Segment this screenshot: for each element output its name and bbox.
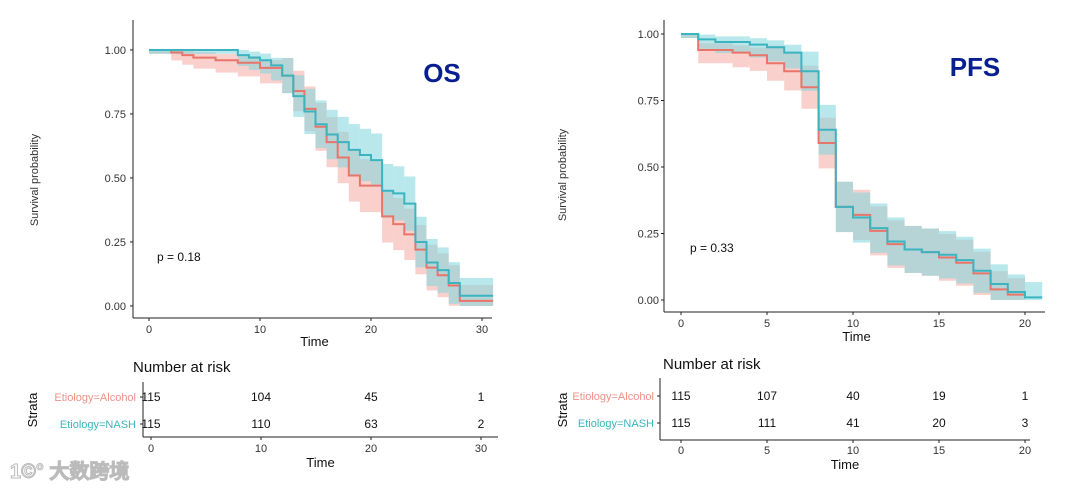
ci-band-nash [749,38,767,58]
risk-x-tick-label: 0 [678,445,684,457]
risk-x-tick-label: 20 [1019,445,1031,457]
ci-band-nash [681,34,699,38]
x-axis-label: Time [842,329,870,344]
risk-x-tick-label: 15 [933,445,945,457]
p-value-label: p = 0.33 [690,241,734,255]
pfs-plot: 0.00 0.25 0.50 0.75 1.00 0 5 10 15 20 Survival pro… [557,20,1045,344]
risk-count: 40 [846,389,860,403]
strata-label: Etiology=Alcohol [54,392,136,404]
chart-title: OS [423,58,461,88]
risk-x-tick-label: 5 [764,445,770,457]
y-tick-label: 0.00 [105,301,126,313]
ci-band-alcohol [193,52,216,69]
y-tick-label: 0.75 [638,96,659,108]
ci-band-nash [715,36,750,54]
risk-count: 41 [846,416,860,430]
risk-count: 45 [364,390,378,404]
ci-band-nash [248,51,260,70]
ci-band-nash [698,34,716,49]
ci-band-nash [990,264,1008,300]
x-tick-label: 10 [254,324,266,336]
risk-count: 2 [478,417,485,431]
risk-x-tick-label: 0 [148,443,154,455]
x-axis-label: Time [300,334,328,349]
risk-x-tick-label: 30 [475,443,487,455]
y-tick-label: 0.00 [638,295,659,307]
ci-band-nash [767,40,785,62]
os-risk-table: Number at risk Etiology=Alcohol 115 104 45 1 E… [25,359,498,470]
x-tick-label: 30 [476,324,488,336]
ci-band-nash [784,44,802,69]
y-tick-label: 0.25 [638,229,659,241]
x-tick-label: 20 [1019,318,1031,330]
y-tick-label: 0.75 [105,109,126,121]
risk-table-title: Number at risk [133,359,231,376]
risk-x-axis-label: Time [831,457,859,472]
risk-count: 115 [141,417,160,431]
strata-label: Etiology=NASH [578,418,654,430]
risk-count: 115 [671,389,690,403]
x-tick-label: 10 [847,318,859,330]
risk-count: 115 [671,416,690,430]
y-tick-label: 0.25 [105,237,126,249]
risk-count: 63 [364,417,378,431]
y-tick-label: 1.00 [105,45,126,57]
risk-count: 20 [932,416,946,430]
risk-x-axis-label: Time [306,455,334,470]
risk-count: 104 [251,390,271,404]
x-tick-label: 20 [365,324,377,336]
risk-count: 1 [1022,389,1029,403]
risk-count: 19 [932,389,946,403]
ci-band-nash [1007,274,1025,300]
y-tick-label: 1.00 [638,29,659,41]
risk-count: 1 [478,390,485,404]
x-tick-label: 0 [146,324,152,336]
y-tick-label: 0.50 [638,162,659,174]
ci-band-nash [237,50,249,66]
x-tick-label: 5 [764,318,770,330]
risk-count: 115 [141,390,160,404]
watermark-logo: 1©° 大数跨境 [10,459,129,483]
ci-band-nash [271,57,283,81]
strata-axis-label: Strata [555,392,570,427]
risk-count: 3 [1022,416,1029,430]
survival-curve-nash [149,49,494,297]
risk-count: 110 [251,417,270,431]
x-tick-label: 0 [678,318,684,330]
risk-x-tick-label: 10 [847,445,859,457]
os-plot: 0.00 0.25 0.50 0.75 1.00 0 10 20 30 Survival prob… [29,20,494,349]
risk-count: 111 [758,416,777,430]
risk-count: 107 [757,389,777,403]
ci-band-nash [1025,282,1043,300]
strata-label: Etiology=Alcohol [572,391,654,403]
risk-table-title: Number at risk [663,356,761,373]
y-axis-label: Survival probability [557,128,569,221]
ci-band-alcohol [171,50,183,61]
ci-band-nash [260,53,272,74]
p-value-label: p = 0.18 [157,250,201,264]
ci-band-alcohol [215,54,238,73]
survival-curve-nash [681,33,1043,299]
strata-axis-label: Strata [25,392,40,427]
risk-x-tick-label: 20 [365,443,377,455]
ci-band-nash [149,50,238,54]
risk-x-tick-label: 10 [255,443,267,455]
ci-band-alcohol [182,50,194,65]
chart-title: PFS [950,52,1001,82]
strata-label: Etiology=NASH [60,419,136,431]
x-tick-label: 15 [933,318,945,330]
y-tick-label: 0.50 [105,173,126,185]
y-axis-label: Survival probability [29,133,41,226]
